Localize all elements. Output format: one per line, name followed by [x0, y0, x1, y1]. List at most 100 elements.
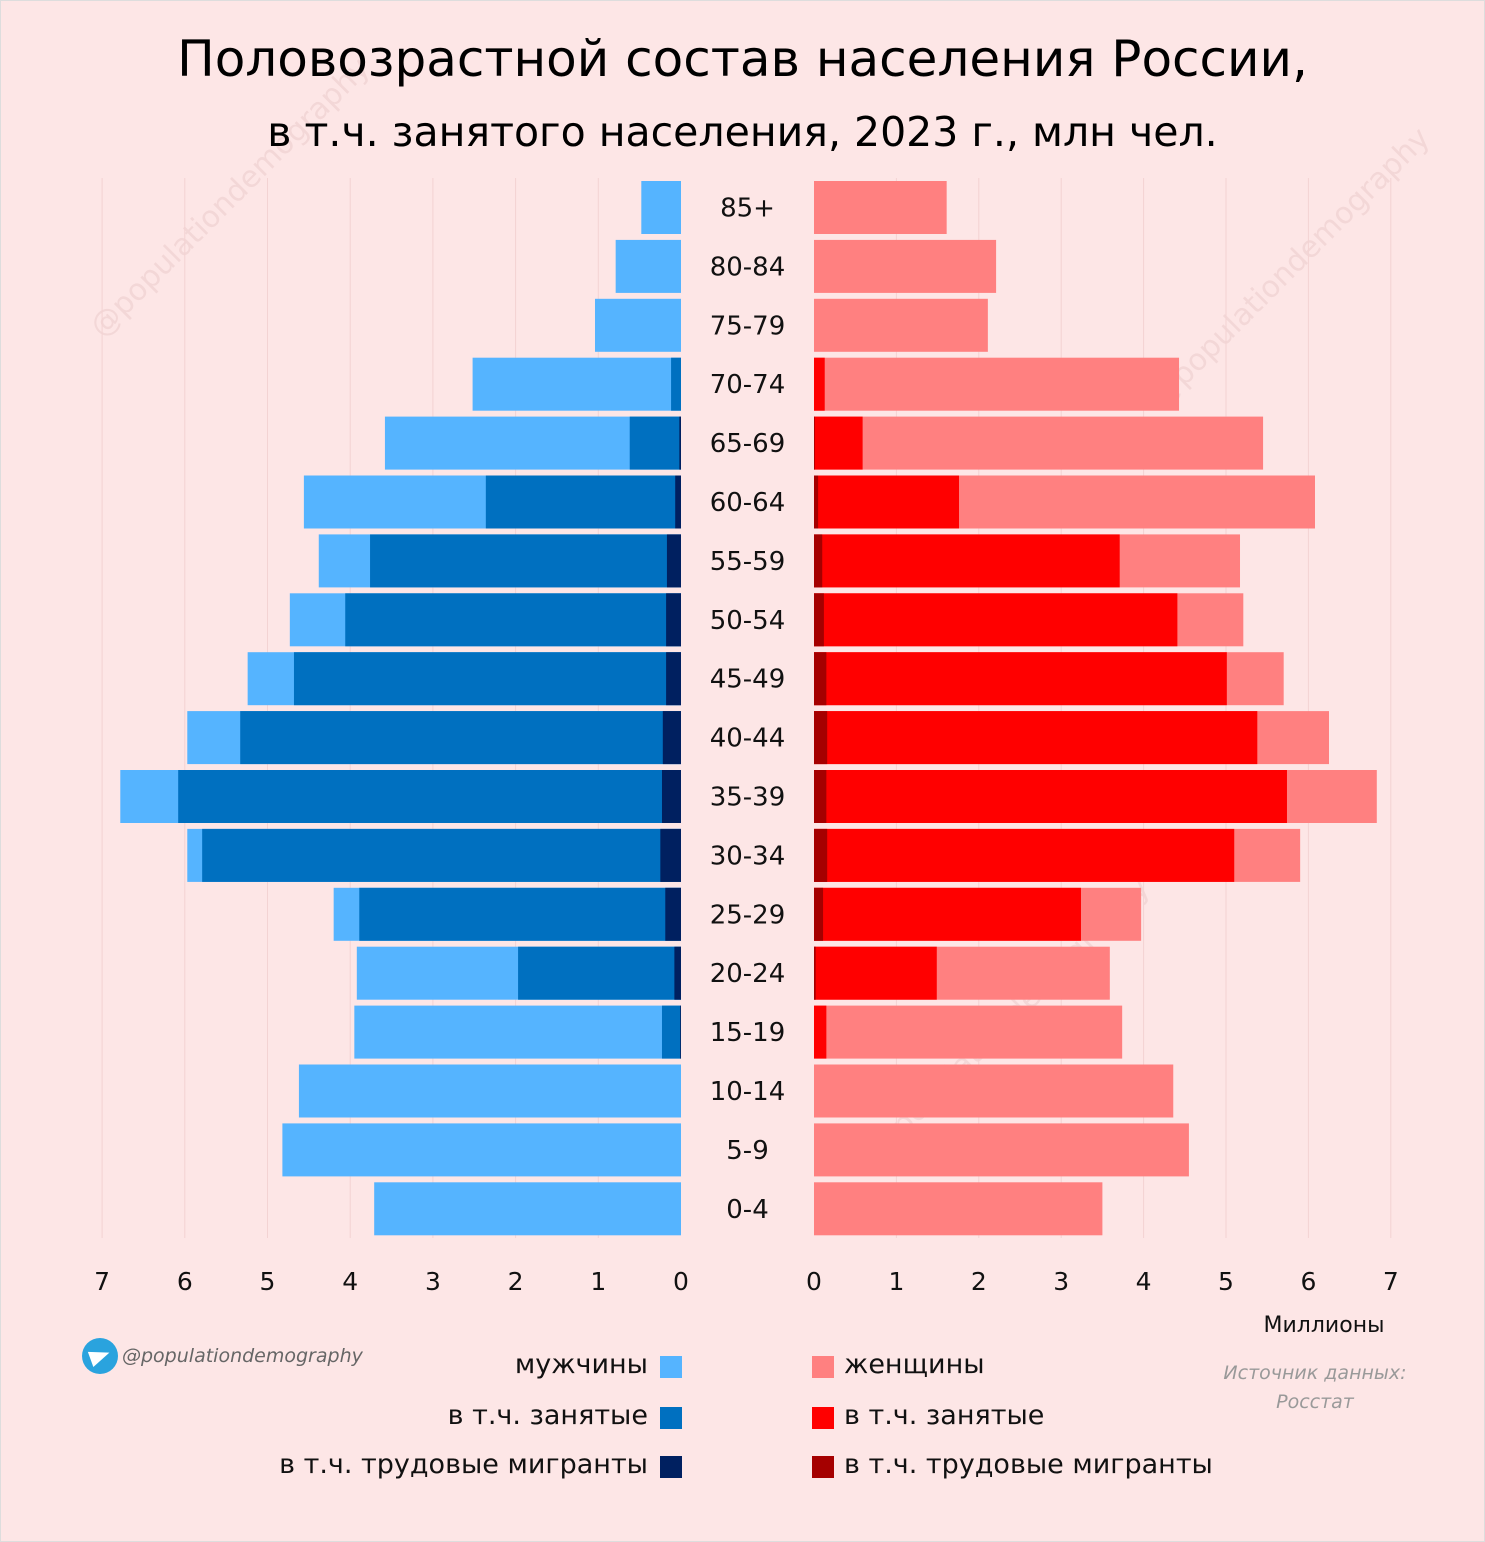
handle-text: @populationdemography: [122, 1345, 363, 1367]
bar-men: [472, 357, 681, 411]
legend-swatch-men-employed: [660, 1407, 682, 1429]
bar-women-migrants: [814, 946, 816, 1000]
age-group-label: 45-49: [710, 665, 786, 695]
age-group-label: 20-24: [710, 959, 786, 989]
age-group-label: 70-74: [710, 370, 786, 400]
age-group-label: 5-9: [726, 1136, 768, 1166]
bar-women-employed: [814, 475, 960, 529]
bar-women: [814, 416, 1264, 470]
bar-women-migrants: [814, 711, 828, 765]
age-group-label: 35-39: [710, 783, 786, 813]
bar-women-migrants: [814, 652, 827, 706]
bar-men: [641, 181, 681, 234]
legend-men: мужчины: [514, 1349, 648, 1380]
bar-women-migrants: [814, 593, 824, 647]
bar-men-migrants: [680, 1005, 681, 1059]
age-group-label: 50-54: [710, 606, 786, 636]
age-group-label: 80-84: [710, 252, 786, 282]
bar-women-migrants: [814, 534, 823, 588]
bar-women-migrants: [814, 828, 828, 882]
bar-men: [354, 1005, 681, 1059]
bar-men-employed: [359, 887, 681, 941]
bar-men-migrants: [665, 887, 681, 941]
bar-men-employed: [661, 1005, 681, 1059]
bar-men-migrants: [666, 593, 681, 647]
age-group-label: 65-69: [710, 429, 786, 459]
bar-women-employed: [814, 711, 1258, 765]
bar-men-employed: [629, 416, 681, 470]
age-group-label: 25-29: [710, 900, 786, 930]
legend-men-migrants: в т.ч. трудовые мигранты: [279, 1449, 648, 1480]
bar-women: [814, 1182, 1103, 1236]
bar-men-migrants: [679, 416, 681, 470]
bar-women-migrants: [814, 887, 824, 941]
bar-men: [374, 1182, 681, 1236]
age-group-label: 40-44: [710, 724, 786, 754]
age-group-label: 75-79: [710, 311, 786, 341]
legend-women-employed: в т.ч. занятые: [844, 1400, 1045, 1431]
bar-women: [814, 1005, 1123, 1059]
age-group-label: 60-64: [710, 488, 786, 518]
x-tick-label-left: 3: [425, 1267, 441, 1296]
bar-men-employed: [518, 946, 681, 1000]
telegram-handle[interactable]: @populationdemography: [82, 1338, 363, 1374]
bar-women-employed: [814, 652, 1227, 706]
bar-women: [814, 298, 988, 352]
bar-women-employed: [814, 828, 1235, 882]
x-tick-label-right: 4: [1136, 1267, 1152, 1296]
bar-men-employed: [370, 534, 681, 588]
bar-women-employed: [814, 1005, 827, 1059]
x-tick-label-left: 4: [342, 1267, 358, 1296]
x-tick-label-left: 1: [590, 1267, 606, 1296]
chart-subtitle: в т.ч. занятого населения, 2023 г., млн …: [267, 108, 1218, 156]
age-group-label: 30-34: [710, 841, 786, 871]
legend-swatch-women: [812, 1356, 834, 1378]
legend-swatch-men: [660, 1356, 682, 1378]
bar-women-employed: [814, 887, 1081, 941]
x-tick-label-right: 2: [971, 1267, 987, 1296]
bar-men-employed: [240, 711, 682, 765]
legend-women-migrants: в т.ч. трудовые мигранты: [844, 1449, 1213, 1480]
bar-men-employed: [293, 652, 681, 706]
bar-women-employed: [814, 770, 1287, 823]
bar-women: [814, 1123, 1189, 1177]
bar-men-employed: [202, 828, 682, 882]
age-group-label: 10-14: [710, 1077, 786, 1107]
x-tick-label-right: 5: [1218, 1267, 1234, 1296]
age-group-label: 85+: [720, 194, 775, 224]
bar-women-migrants: [814, 475, 819, 529]
bar-men: [615, 239, 681, 293]
bar-men: [282, 1123, 681, 1177]
legend-swatch-women-migrants: [812, 1456, 834, 1478]
x-tick-label-right: 7: [1383, 1267, 1399, 1296]
source-line2: Росстат: [1276, 1391, 1354, 1413]
x-tick-label-left: 5: [260, 1267, 276, 1296]
legend-men-employed: в т.ч. занятые: [447, 1400, 648, 1431]
bar-men-migrants: [661, 770, 681, 823]
source-line1: Источник данных:: [1223, 1362, 1407, 1384]
bar-men-migrants: [666, 652, 681, 706]
age-group-label: 55-59: [710, 547, 786, 577]
legend-swatch-women-employed: [812, 1407, 834, 1429]
bar-men-migrants: [666, 534, 681, 588]
bar-women: [814, 239, 997, 293]
bar-men: [594, 298, 681, 352]
bar-women-employed: [814, 416, 863, 470]
x-axis-label: Миллионы: [1264, 1313, 1385, 1338]
bar-women: [814, 181, 947, 234]
legend-women: женщины: [844, 1349, 985, 1380]
x-tick-label-right: 1: [888, 1267, 904, 1296]
bar-women-employed: [814, 946, 937, 1000]
bar-men-employed: [345, 593, 681, 647]
x-tick-label-right: 0: [806, 1267, 822, 1296]
age-group-label: 15-19: [710, 1018, 786, 1048]
bar-men: [298, 1064, 681, 1118]
x-tick-label-left: 0: [673, 1267, 689, 1296]
bar-women-employed: [814, 534, 1120, 588]
x-tick-label-left: 2: [508, 1267, 524, 1296]
bar-women-migrants: [814, 416, 815, 470]
bar-women: [814, 357, 1180, 411]
bar-men-migrants: [674, 946, 681, 1000]
bar-women-employed: [814, 593, 1178, 647]
